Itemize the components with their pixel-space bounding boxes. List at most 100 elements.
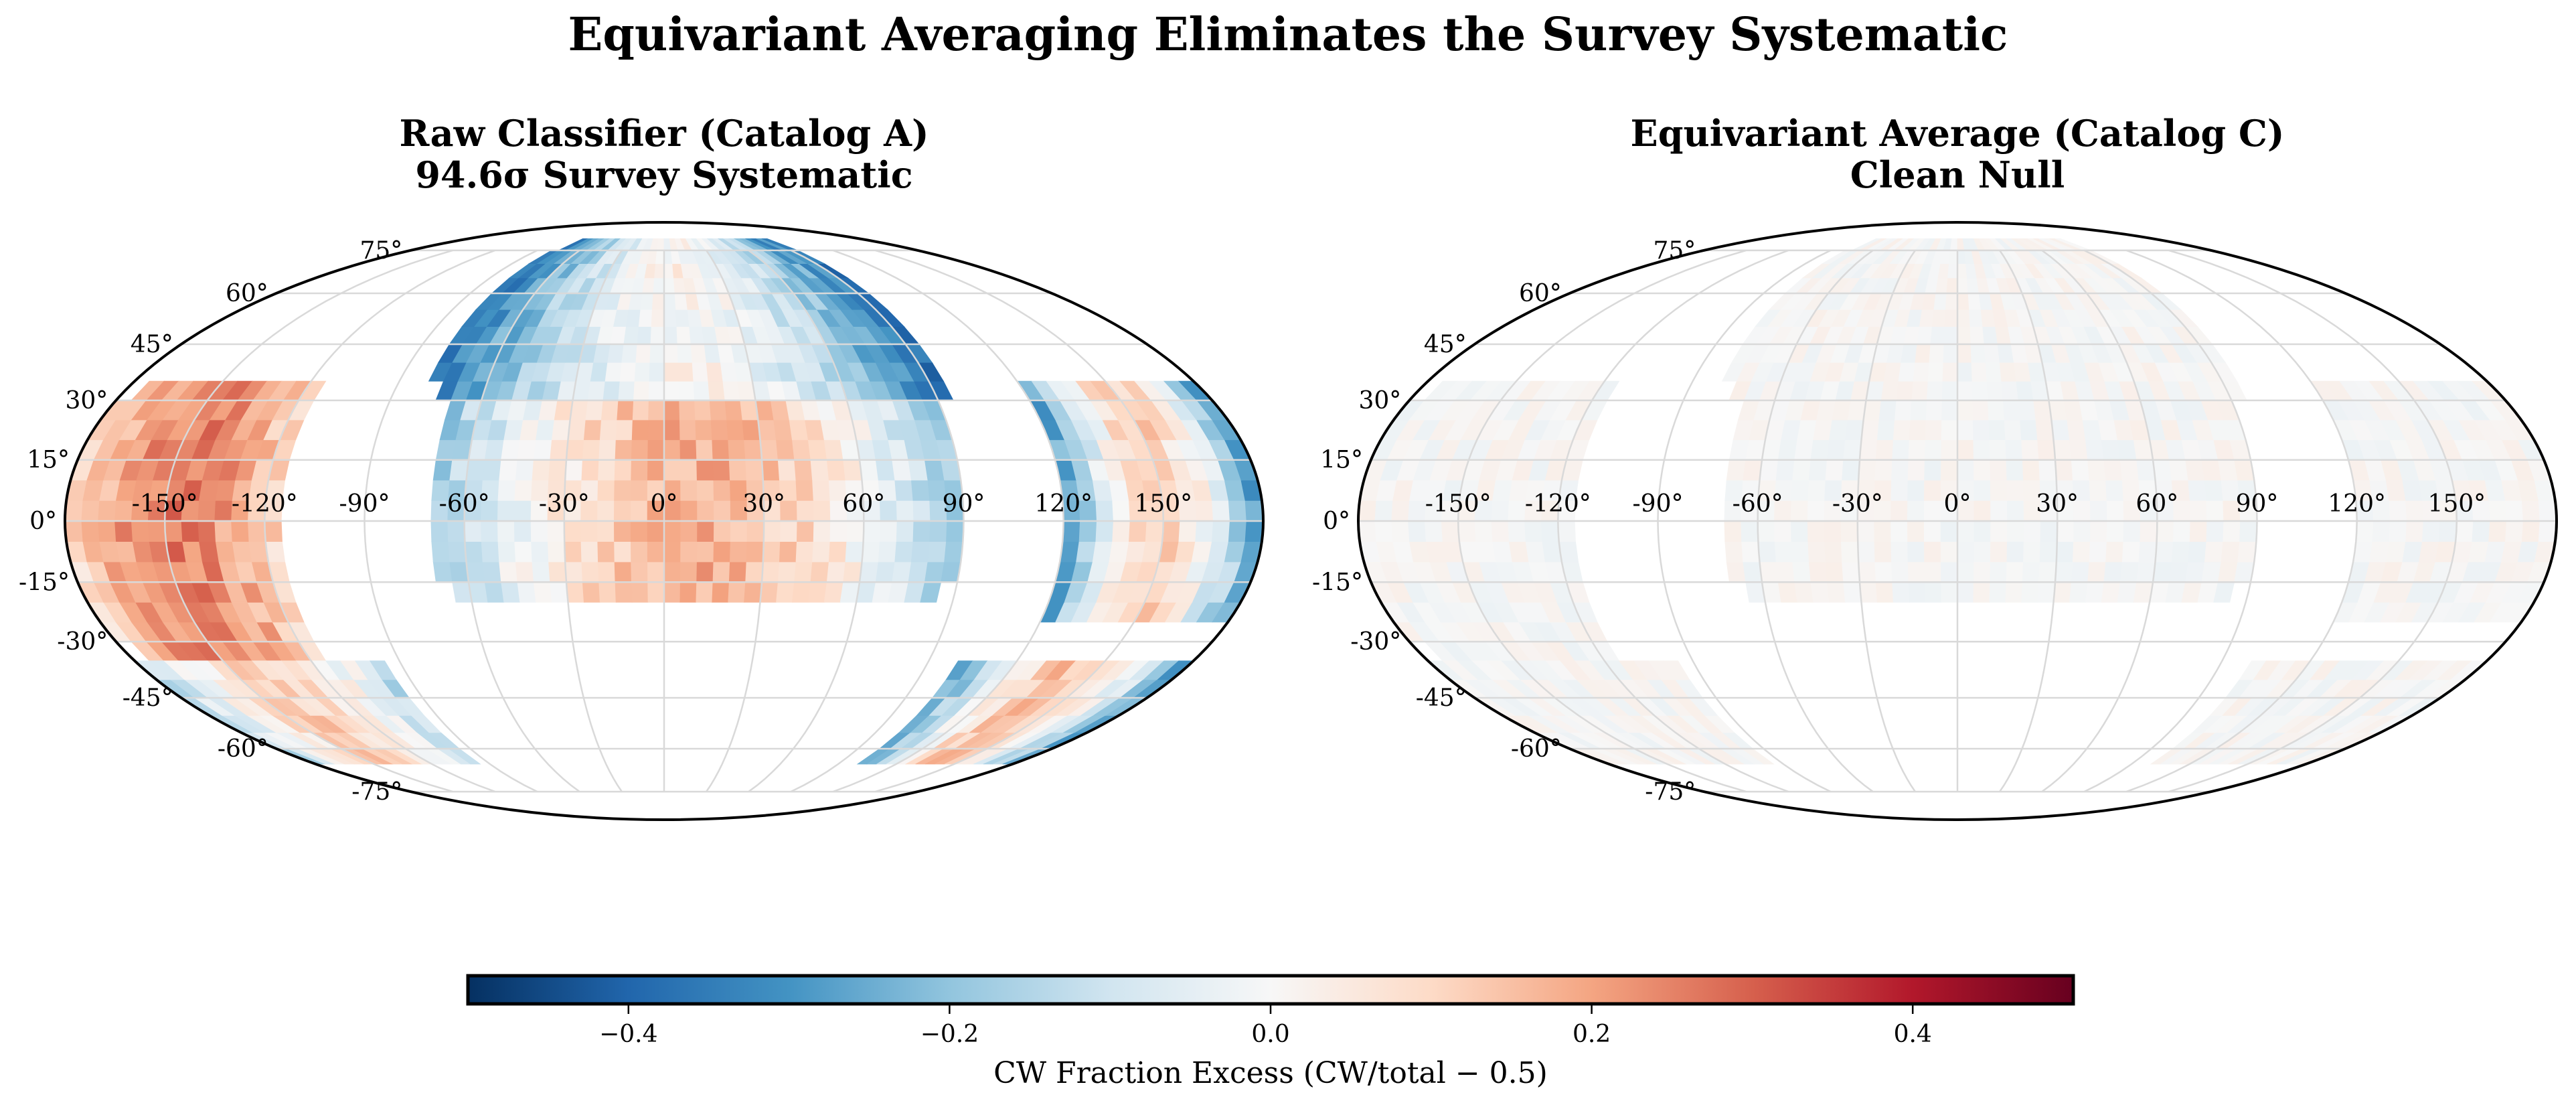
longitude-tick-label: -120° xyxy=(232,490,298,518)
map-cell xyxy=(598,561,616,583)
map-cell xyxy=(2069,439,2089,461)
map-cell xyxy=(1508,500,1526,522)
map-cell xyxy=(1957,263,1967,279)
map-cell xyxy=(2002,400,2021,421)
map-cell xyxy=(432,459,453,481)
latitude-tick-label: -45° xyxy=(1416,684,1467,712)
map-cell xyxy=(2185,459,2205,481)
map-cell xyxy=(650,326,665,345)
map-cell xyxy=(1974,479,1992,501)
map-cell xyxy=(728,581,746,603)
longitude-tick-label: -150° xyxy=(132,490,198,518)
map-cell xyxy=(680,520,698,542)
map-cell xyxy=(630,479,648,501)
map-cell xyxy=(862,541,880,563)
latitude-tick-label: -60° xyxy=(1511,735,1562,763)
latitude-tick-label: 45° xyxy=(1424,331,1467,358)
map-cell xyxy=(1957,293,1970,310)
map-cell xyxy=(1883,362,1902,382)
map-cell xyxy=(2488,520,2507,542)
longitude-gridline xyxy=(1557,249,1789,793)
map-cell xyxy=(231,520,250,542)
map-cell xyxy=(1970,344,1986,363)
map-cell xyxy=(1943,326,1958,345)
map-cell xyxy=(631,581,649,603)
map-cell xyxy=(2005,581,2023,603)
map-cell xyxy=(1726,561,1747,583)
map-cell xyxy=(1971,362,1988,382)
map-cell xyxy=(2438,520,2458,542)
map-cell xyxy=(2006,479,2024,501)
map-cell xyxy=(1933,293,1947,310)
map-cell xyxy=(892,459,912,481)
map-cell xyxy=(692,362,709,382)
map-cell xyxy=(564,459,583,481)
map-cell xyxy=(1843,581,1862,603)
map-cell xyxy=(1957,400,1974,421)
map-cell xyxy=(1861,419,1880,441)
map-cell xyxy=(693,380,710,401)
map-cell xyxy=(648,400,665,421)
map-cell xyxy=(597,500,615,522)
map-cell xyxy=(1990,500,2008,522)
map-cell xyxy=(647,439,665,461)
map-cell xyxy=(829,520,848,542)
map-cell xyxy=(2237,541,2257,563)
map-cell xyxy=(615,439,633,461)
right-panel-title-line2: Clean Null xyxy=(1850,153,2065,196)
longitude-gridline xyxy=(1457,249,1747,793)
map-cell xyxy=(713,541,731,563)
map-cell xyxy=(1957,309,1971,327)
map-cell xyxy=(2206,500,2225,522)
map-cell xyxy=(912,520,931,542)
latitude-tick-label: -45° xyxy=(123,684,173,712)
map-cell xyxy=(633,380,650,401)
map-cell xyxy=(1989,581,2007,603)
map-cell xyxy=(1842,561,1860,583)
map-cell xyxy=(651,309,665,327)
map-cell xyxy=(1925,419,1943,441)
map-cell xyxy=(2053,581,2072,603)
map-cell xyxy=(2405,520,2424,542)
map-cell xyxy=(845,541,864,563)
latitude-tick-label: 30° xyxy=(65,387,108,415)
map-cell xyxy=(878,541,897,563)
map-cell xyxy=(2037,581,2056,603)
map-cell xyxy=(638,309,653,327)
map-cell xyxy=(1845,419,1864,441)
map-cell xyxy=(1875,439,1894,461)
map-cell xyxy=(1907,479,1925,501)
map-cell xyxy=(484,439,505,461)
map-cell xyxy=(2422,520,2441,542)
map-cell xyxy=(663,439,681,461)
map-cell xyxy=(2071,459,2090,481)
map-cell xyxy=(431,541,451,563)
map-cell xyxy=(2538,500,2557,522)
map-cell xyxy=(2117,581,2138,603)
map-cell xyxy=(1078,520,1097,542)
map-cell xyxy=(2023,520,2041,542)
map-cell xyxy=(631,439,649,461)
map-cell xyxy=(1391,500,1410,522)
map-cell xyxy=(649,344,665,363)
map-cell xyxy=(1791,541,1809,563)
map-cell xyxy=(696,439,714,461)
map-cell xyxy=(1913,362,1930,382)
map-cell xyxy=(663,400,680,421)
longitude-tick-label: 90° xyxy=(943,490,985,518)
map-cell xyxy=(1095,520,1114,542)
map-cell xyxy=(481,520,499,542)
map-cell xyxy=(81,500,100,522)
map-cell xyxy=(1929,344,1945,363)
map-cell xyxy=(114,500,133,522)
map-cell xyxy=(1924,459,1942,481)
map-cell xyxy=(640,293,654,310)
map-cell xyxy=(663,419,681,441)
longitude-gridline xyxy=(1856,250,1916,792)
map-cell xyxy=(597,541,615,563)
map-cell xyxy=(1973,561,1991,583)
map-cell xyxy=(2021,439,2040,461)
longitude-tick-label: -60° xyxy=(1733,490,1783,518)
longitude-tick-label: 60° xyxy=(842,490,885,518)
map-cell xyxy=(590,362,609,382)
